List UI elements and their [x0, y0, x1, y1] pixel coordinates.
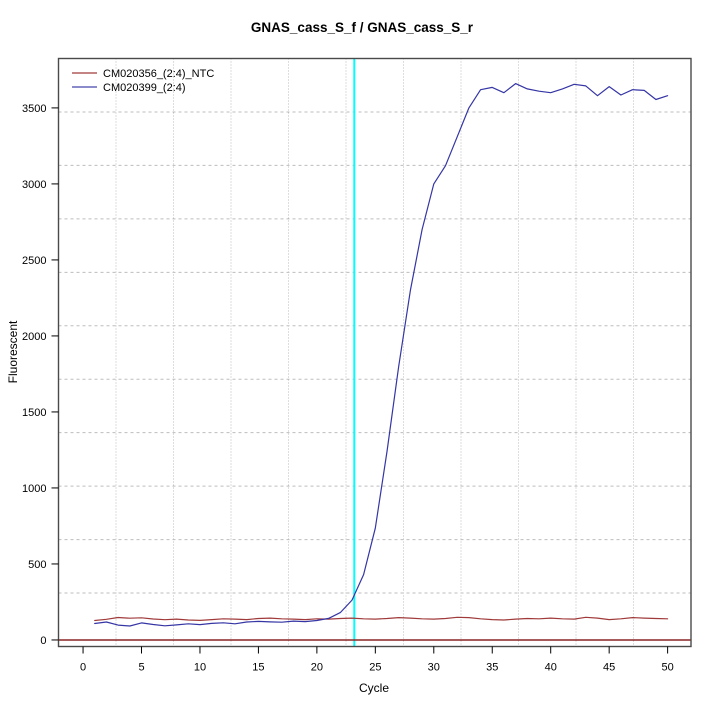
legend-label-ntc: CM020356_(2:4)_NTC	[103, 68, 214, 80]
x-tick-label: 0	[80, 662, 86, 674]
y-tick-label: 3500	[22, 103, 46, 115]
y-tick-label: 3000	[22, 179, 46, 191]
x-tick-label: 30	[428, 662, 440, 674]
x-tick-label: 5	[138, 662, 144, 674]
y-tick-label: 2000	[22, 331, 46, 343]
series-line-ntc	[94, 616, 669, 622]
chart-title: GNAS_cass_S_f / GNAS_cass_S_r	[251, 20, 474, 35]
x-tick-label: 45	[603, 662, 615, 674]
grid-layer	[58, 58, 691, 647]
plot-border	[57, 57, 692, 648]
x-tick-label: 40	[545, 662, 557, 674]
threshold-layer	[58, 58, 691, 647]
x-tick-label: 10	[194, 662, 206, 674]
y-tick-label: 500	[28, 559, 46, 571]
y-axis-label: Fluorescent	[6, 320, 20, 383]
legend-label-sample: CM020399_(2:4)	[103, 82, 186, 94]
y-tick-label: 2500	[22, 255, 46, 267]
series-layer	[94, 82, 669, 627]
y-tick-label: 0	[40, 635, 46, 647]
y-tick-label: 1000	[22, 483, 46, 495]
axes-layer: 0 5 10 15 20 25 30 35 40 45 5005001000150020002500…	[22, 103, 674, 674]
y-tick-label: 1500	[22, 407, 46, 419]
x-tick-label: 35	[486, 662, 498, 674]
x-tick-label: 15	[252, 662, 264, 674]
x-tick-label: 50	[661, 662, 673, 674]
legend: CM020356_(2:4)_NTC CM020399_(2:4)	[72, 68, 214, 94]
x-tick-label: 20	[311, 662, 323, 674]
x-tick-label: 25	[369, 662, 381, 674]
x-axis-label: Cycle	[359, 681, 389, 695]
series-line-sample	[94, 82, 669, 627]
